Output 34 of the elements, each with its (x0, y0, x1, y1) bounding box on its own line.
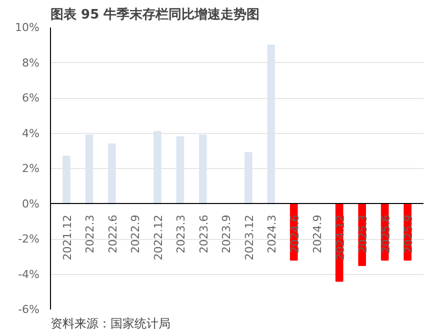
x-tick-label: 2022.9 (129, 214, 142, 254)
x-tick-label: 2025.3 (356, 214, 370, 254)
y-tick-label: -4% (18, 268, 40, 281)
x-tick-label: 2023.6 (197, 214, 210, 254)
bar (198, 134, 207, 204)
y-tick-label: 10% (15, 21, 40, 34)
y-tick-label: 2% (22, 162, 40, 175)
bar (85, 134, 94, 204)
bar (176, 136, 184, 204)
y-tick-label: -6% (18, 303, 40, 316)
y-tick-label: 4% (22, 126, 40, 140)
bar (108, 143, 116, 204)
bar (153, 130, 162, 204)
y-tick-label: 8% (22, 56, 40, 70)
bar (244, 152, 252, 204)
text: 资料来源：国家统计局 (50, 316, 170, 330)
bar (62, 156, 70, 204)
x-tick-label: 2022.6 (106, 214, 120, 254)
x-tick-label: 2024.6 (288, 214, 302, 254)
x-tick-label: 2024.12 (334, 214, 347, 260)
x-tick-label: 2022.3 (84, 214, 97, 254)
x-tick-label: 2023.9 (220, 214, 234, 254)
x-tick-label: 2021.12 (60, 214, 74, 260)
y-tick-label: 0% (22, 197, 40, 210)
x-tick-label: 2023.12 (242, 214, 256, 260)
chart-title: 图表 95 牛季末存栏同比增速走势图 (50, 6, 260, 22)
x-tick-label: 2024.3 (266, 214, 279, 254)
x-tick-label: 2023.3 (174, 214, 188, 254)
y-tick-label: -2% (18, 232, 40, 246)
x-tick-label: 2025.9 (402, 214, 416, 254)
y-tick-label: 6% (22, 92, 40, 104)
x-tick-label: 2025.6 (379, 214, 392, 254)
x-tick-label: 2024.9 (311, 214, 324, 254)
x-tick-label: 2022.12 (152, 214, 165, 260)
